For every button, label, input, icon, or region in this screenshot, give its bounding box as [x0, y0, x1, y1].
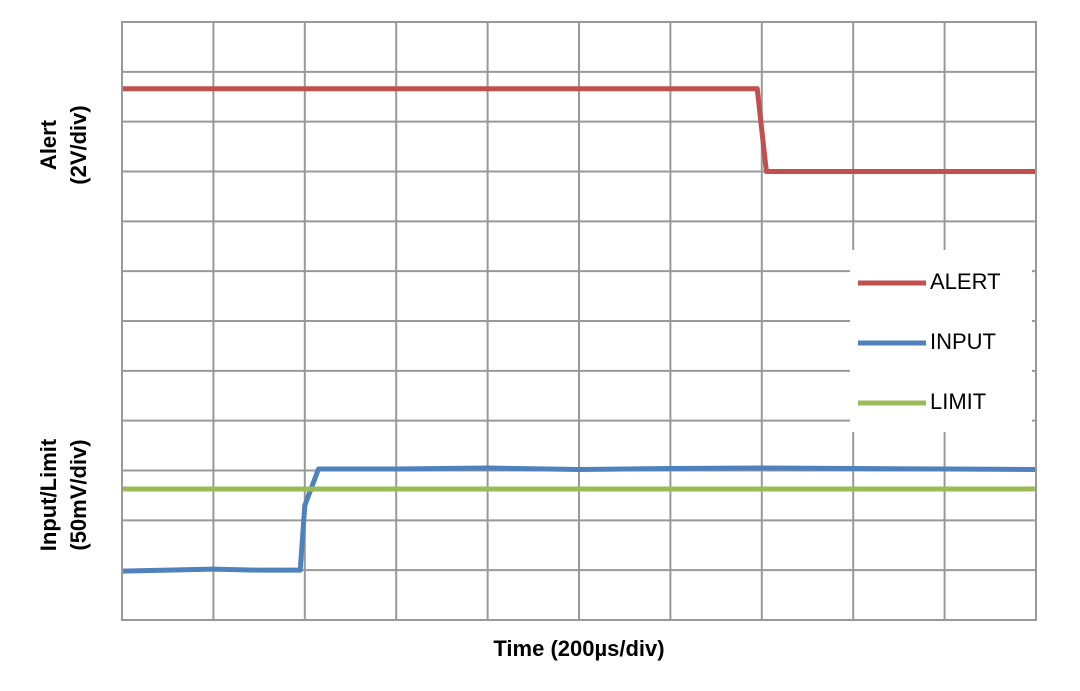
series-line	[122, 86, 1036, 174]
x-axis-label: Time (200µs/div)	[493, 636, 664, 661]
y-axis-label: Input/Limit	[36, 438, 61, 551]
legend-label: ALERT	[930, 269, 1001, 294]
y-axis-label: (2V/div)	[66, 105, 91, 184]
y-axis-label: (50mV/div)	[66, 439, 91, 550]
y-axis-label: Alert	[36, 119, 61, 170]
plot-border	[121, 21, 1037, 621]
legend-label: INPUT	[930, 329, 996, 354]
legend-label: LIMIT	[930, 389, 986, 414]
series-line	[121, 465, 1037, 574]
